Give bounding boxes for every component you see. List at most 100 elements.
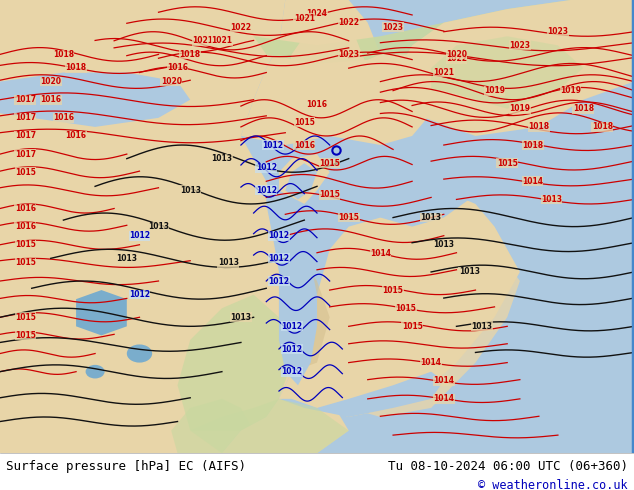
Text: 1016: 1016 xyxy=(306,100,328,109)
Text: 1015: 1015 xyxy=(320,191,340,199)
Text: 1015: 1015 xyxy=(15,240,36,249)
Text: 1012: 1012 xyxy=(281,367,302,376)
Polygon shape xyxy=(222,371,349,453)
Text: 1015: 1015 xyxy=(294,118,314,127)
Text: Tu 08-10-2024 06:00 UTC (06+360): Tu 08-10-2024 06:00 UTC (06+360) xyxy=(387,460,628,473)
Text: 1016: 1016 xyxy=(65,131,87,141)
Text: 1018: 1018 xyxy=(592,122,613,131)
Text: 1021: 1021 xyxy=(211,36,233,45)
Polygon shape xyxy=(0,73,190,127)
Text: 1013: 1013 xyxy=(471,322,493,331)
Text: 1016: 1016 xyxy=(167,64,188,73)
Text: 1014: 1014 xyxy=(522,177,543,186)
Text: 1018: 1018 xyxy=(522,141,543,149)
Text: 1015: 1015 xyxy=(339,213,359,222)
Text: 1013: 1013 xyxy=(458,268,480,276)
Text: 1021: 1021 xyxy=(433,68,455,77)
Text: 1015: 1015 xyxy=(15,168,36,177)
Text: 1012: 1012 xyxy=(281,344,302,353)
Text: 1023: 1023 xyxy=(382,23,404,32)
Polygon shape xyxy=(279,263,330,371)
Polygon shape xyxy=(254,0,634,63)
Text: 1014: 1014 xyxy=(433,376,455,385)
Polygon shape xyxy=(399,0,634,136)
Polygon shape xyxy=(266,190,298,226)
Text: 1017: 1017 xyxy=(15,149,36,159)
Text: 1012: 1012 xyxy=(256,186,277,195)
Polygon shape xyxy=(349,263,520,417)
Polygon shape xyxy=(241,0,380,145)
Circle shape xyxy=(127,344,152,363)
Text: © weatheronline.co.uk: © weatheronline.co.uk xyxy=(478,479,628,490)
Text: 1018: 1018 xyxy=(528,122,550,131)
Text: 1013: 1013 xyxy=(148,222,169,231)
Polygon shape xyxy=(431,36,583,109)
Text: 1023: 1023 xyxy=(338,50,359,59)
Polygon shape xyxy=(279,154,330,204)
Text: 1022: 1022 xyxy=(446,54,467,63)
Text: 1013: 1013 xyxy=(179,186,201,195)
Polygon shape xyxy=(285,163,317,199)
Text: 1015: 1015 xyxy=(15,313,36,322)
Text: Surface pressure [hPa] EC (AIFS): Surface pressure [hPa] EC (AIFS) xyxy=(6,460,247,473)
Text: 1014: 1014 xyxy=(370,249,391,258)
Text: 1015: 1015 xyxy=(320,159,340,168)
Polygon shape xyxy=(285,23,368,113)
Text: 1023: 1023 xyxy=(509,41,531,50)
Text: 1021: 1021 xyxy=(294,14,315,23)
Text: 1012: 1012 xyxy=(268,254,290,263)
Text: 1015: 1015 xyxy=(383,286,403,294)
Text: 1012: 1012 xyxy=(281,322,302,331)
Text: 1019: 1019 xyxy=(509,104,531,113)
Polygon shape xyxy=(178,294,292,431)
Circle shape xyxy=(295,61,314,75)
Polygon shape xyxy=(0,0,304,453)
Text: 1013: 1013 xyxy=(433,240,455,249)
Polygon shape xyxy=(380,159,482,226)
Text: 1013: 1013 xyxy=(420,213,442,222)
Text: 1020: 1020 xyxy=(160,77,182,86)
Text: 1012: 1012 xyxy=(262,141,283,149)
Text: 1024: 1024 xyxy=(306,9,328,18)
Polygon shape xyxy=(171,399,254,453)
Text: 1015: 1015 xyxy=(15,258,36,268)
Text: 1017: 1017 xyxy=(15,131,36,141)
Polygon shape xyxy=(292,190,520,417)
Text: 1012: 1012 xyxy=(268,231,290,240)
Polygon shape xyxy=(279,371,444,417)
Polygon shape xyxy=(190,399,349,453)
Text: 1015: 1015 xyxy=(497,159,517,168)
Text: 1023: 1023 xyxy=(547,27,569,36)
Text: 1018: 1018 xyxy=(179,50,201,59)
Text: 1013: 1013 xyxy=(541,195,562,204)
Text: 1013: 1013 xyxy=(211,154,233,163)
Text: 1017: 1017 xyxy=(15,113,36,122)
Text: 1012: 1012 xyxy=(129,290,150,299)
Text: 1016: 1016 xyxy=(15,222,36,231)
Text: 1015: 1015 xyxy=(396,304,416,313)
Text: 1012: 1012 xyxy=(256,163,277,172)
Text: 1016: 1016 xyxy=(40,95,61,104)
Polygon shape xyxy=(412,294,634,453)
Text: 1015: 1015 xyxy=(402,322,422,331)
Text: 1016: 1016 xyxy=(294,141,315,149)
Text: 1020: 1020 xyxy=(446,50,467,59)
Text: 1018: 1018 xyxy=(65,64,87,73)
Text: 1021: 1021 xyxy=(192,36,214,45)
Text: 1018: 1018 xyxy=(573,104,594,113)
Text: 1015: 1015 xyxy=(15,331,36,340)
Text: 1019: 1019 xyxy=(484,86,505,95)
Text: 1013: 1013 xyxy=(116,254,138,263)
Text: 1012: 1012 xyxy=(129,231,150,240)
Polygon shape xyxy=(76,290,127,335)
Polygon shape xyxy=(0,0,285,190)
Text: 1016: 1016 xyxy=(15,204,36,213)
Text: 1014: 1014 xyxy=(433,394,455,403)
Text: 1022: 1022 xyxy=(230,23,252,32)
Text: 1016: 1016 xyxy=(53,113,74,122)
Circle shape xyxy=(86,365,105,378)
Text: 1014: 1014 xyxy=(420,358,442,367)
Text: 1012: 1012 xyxy=(268,276,290,286)
Text: 1019: 1019 xyxy=(560,86,581,95)
Polygon shape xyxy=(266,204,317,385)
